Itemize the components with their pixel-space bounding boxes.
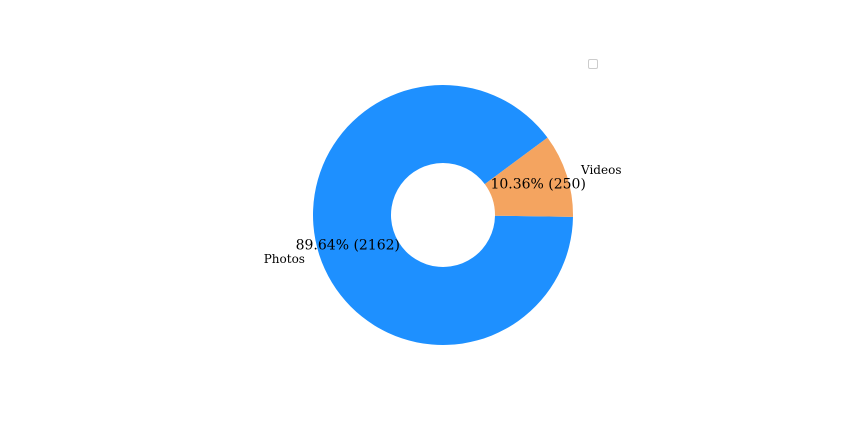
legend-box [588,59,598,69]
slice-videos [484,137,573,217]
slice-photos [312,84,573,345]
slice-label-photos: Photos [264,252,305,266]
percent-label-photos: 89.64% (2162) [296,238,400,254]
slices-group [312,84,573,345]
slice-label-videos: Videos [580,163,621,177]
percent-label-videos: 10.36% (250) [490,176,585,192]
